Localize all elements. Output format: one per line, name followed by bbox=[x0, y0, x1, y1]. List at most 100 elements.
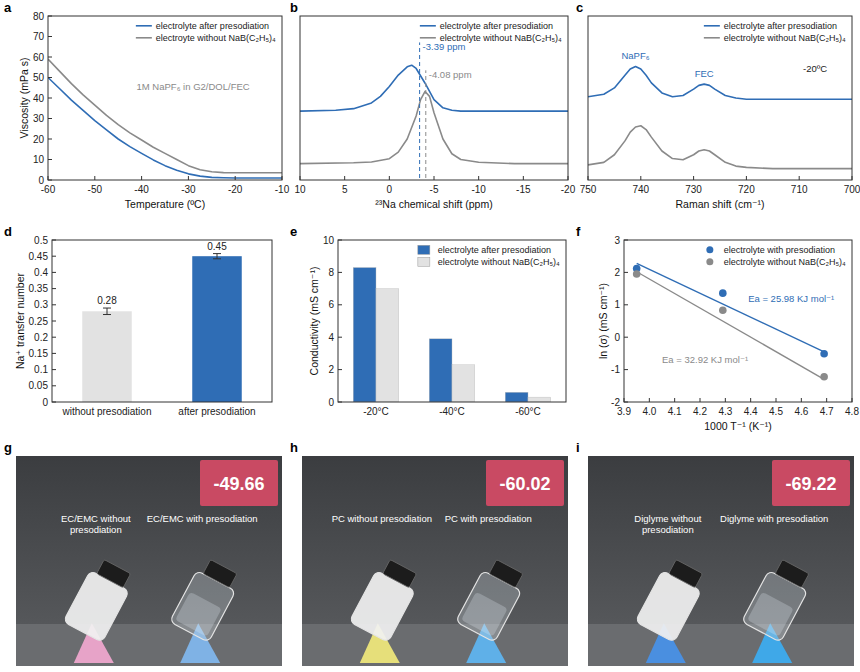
x-tick bbox=[282, 176, 283, 180]
x-tick-label: 4.6 bbox=[794, 406, 808, 417]
x-tick-label: 700 bbox=[844, 184, 860, 195]
y-axis-title: ln (σ) (mS cm⁻¹) bbox=[597, 283, 609, 359]
peak-marker bbox=[425, 70, 426, 178]
x-tick-label: -20 bbox=[561, 184, 576, 195]
y-tick bbox=[52, 402, 56, 403]
x-tick bbox=[188, 176, 189, 180]
panel-letter: c bbox=[576, 0, 583, 15]
y-tick bbox=[624, 337, 628, 338]
point bbox=[633, 270, 641, 278]
error-cap bbox=[103, 314, 111, 315]
x-tick-label: -5 bbox=[430, 184, 439, 195]
y-tick bbox=[52, 353, 56, 354]
y-tick-label: -1 bbox=[611, 364, 620, 375]
x-tick-label: 4.1 bbox=[668, 406, 682, 417]
peak-marker bbox=[419, 42, 420, 178]
panel: d00.050.10.150.20.250.30.350.40.450.5Na⁺… bbox=[4, 224, 272, 417]
x-axis-title: Temperature (ºC) bbox=[125, 198, 205, 210]
legend-label: electrolyte after presodiation bbox=[724, 21, 837, 31]
panel: e0246810Conductivity (mS cm⁻¹)-20°C-40°C… bbox=[290, 224, 566, 417]
annotation: Ea = 25.98 KJ mol⁻¹ bbox=[748, 293, 834, 304]
x-tick-label: -15 bbox=[516, 184, 531, 195]
y-tick bbox=[48, 16, 52, 17]
bar bbox=[505, 392, 528, 402]
y-tick bbox=[48, 77, 52, 78]
y-tick-label: 0 bbox=[614, 332, 620, 343]
error-cap bbox=[213, 253, 221, 254]
plot-frame bbox=[588, 16, 852, 180]
x-tick bbox=[523, 176, 524, 180]
text-line: EC/EMC with presodiation bbox=[147, 513, 258, 524]
legend-label: electrolyte without NaB(C₂H₅)₄ bbox=[438, 257, 560, 267]
y-tick bbox=[52, 304, 56, 305]
vial-liquid bbox=[175, 592, 222, 637]
y-tick bbox=[624, 272, 628, 273]
x-tick-label: after presodiation bbox=[178, 406, 255, 417]
y-tick-label: 0.3 bbox=[34, 299, 48, 310]
x-tick bbox=[801, 398, 802, 402]
bar bbox=[528, 397, 551, 402]
legend-label: electrolyte after presodiation bbox=[156, 21, 269, 31]
vial-cap bbox=[489, 560, 523, 588]
panel: b1050-5-10-15-20²³Na chemical shift (ppm… bbox=[290, 0, 576, 210]
vial-label: PC without presodiation bbox=[332, 513, 432, 524]
vial bbox=[456, 556, 530, 642]
x-axis-title: Raman shift (cm⁻¹) bbox=[676, 198, 765, 210]
y-tick-label: 80 bbox=[33, 11, 45, 22]
photo-background bbox=[588, 456, 854, 666]
x-tick bbox=[235, 176, 236, 180]
x-tick bbox=[852, 176, 853, 180]
y-tick bbox=[52, 385, 56, 386]
y-tick-label: 0.5 bbox=[34, 235, 48, 246]
series-line bbox=[300, 65, 568, 111]
x-tick-label: -60°C bbox=[515, 406, 541, 417]
x-tick-label: -20 bbox=[228, 184, 243, 195]
temperature-reading: -49.66 bbox=[213, 474, 264, 494]
y-tick-label: 3 bbox=[614, 235, 620, 246]
x-tick-label: 4.5 bbox=[769, 406, 783, 417]
peak-label: -4.08 ppm bbox=[429, 69, 472, 80]
plot-data bbox=[633, 263, 828, 380]
legend-swatch bbox=[420, 37, 436, 39]
x-tick bbox=[300, 176, 301, 180]
thermometer-display bbox=[772, 460, 850, 506]
plot-data bbox=[588, 66, 852, 168]
panel-letter: i bbox=[576, 440, 580, 455]
error-cap bbox=[213, 258, 221, 259]
legend-label: electrolyte without NaB(C₂H₅)₄ bbox=[440, 33, 562, 43]
x-tick-label: 4.2 bbox=[693, 406, 707, 417]
point bbox=[719, 307, 727, 315]
photo-panel: g-49.66EC/EMC withoutpresodiationEC/EMC … bbox=[4, 440, 282, 666]
y-tick bbox=[52, 240, 56, 241]
text-line: presodiation bbox=[642, 524, 694, 535]
y-tick-label: 10 bbox=[323, 235, 335, 246]
x-tick bbox=[852, 398, 853, 402]
vial-label: EC/EMC with presodiation bbox=[147, 513, 258, 524]
plot-data bbox=[353, 268, 551, 402]
x-axis-title: 1000 T⁻¹ (K⁻¹) bbox=[704, 420, 772, 432]
legend-swatch bbox=[136, 37, 152, 39]
point bbox=[820, 350, 828, 358]
plot-frame bbox=[48, 16, 282, 180]
legend-label: electrolyte with presodiation bbox=[724, 245, 835, 255]
legend-swatch bbox=[418, 245, 430, 254]
vial-cap bbox=[97, 560, 131, 588]
peak-label: -3.39 ppm bbox=[423, 41, 466, 52]
x-tick bbox=[434, 176, 435, 180]
table-surface bbox=[16, 624, 282, 666]
y-tick-label: 60 bbox=[33, 52, 45, 63]
text-line: -40°C bbox=[439, 406, 465, 417]
x-tick bbox=[693, 176, 694, 180]
legend: electrolyte after presodiationelectroyte… bbox=[136, 21, 276, 43]
plot-frame bbox=[300, 16, 568, 180]
y-tick-label: 8 bbox=[328, 267, 334, 278]
legend-label: electrolyte without NaB(C₂H₅)₄ bbox=[724, 257, 846, 267]
x-tick-label: -60 bbox=[41, 184, 56, 195]
x-tick-label: 740 bbox=[632, 184, 649, 195]
y-tick bbox=[52, 272, 56, 273]
y-tick-label: 4 bbox=[328, 332, 334, 343]
table-surface bbox=[302, 624, 568, 666]
vial bbox=[635, 556, 709, 642]
fit-line bbox=[637, 272, 824, 380]
x-tick bbox=[700, 398, 701, 402]
